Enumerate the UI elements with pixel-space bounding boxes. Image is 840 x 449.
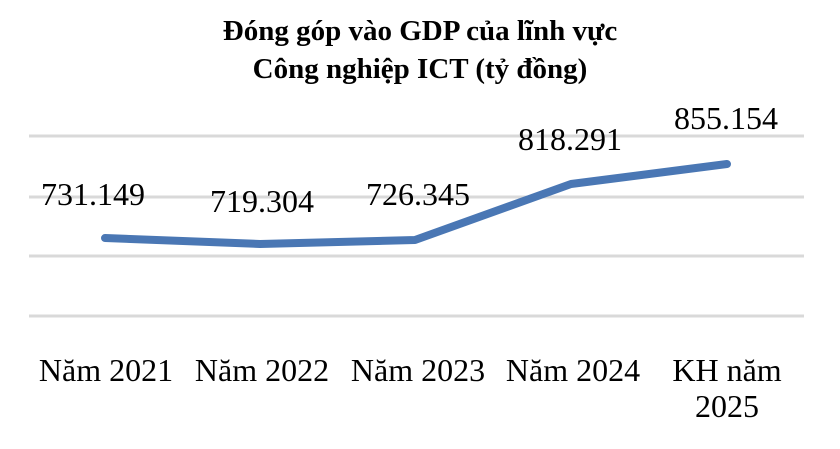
chart-title-line-2: Công nghiệp ICT (tỷ đồng) [252,53,588,85]
data-label: 726.345 [366,176,470,212]
x-axis-label: KH năm 2025 [672,352,782,424]
gridlines [29,134,804,318]
data-label: 855.154 [674,100,778,136]
data-label: 818.291 [518,121,622,157]
x-axis-label: Năm 2024 [505,352,641,388]
x-axis-label: Năm 2021 [38,352,174,388]
series-line [101,160,731,248]
chart-title-line-1: Đóng góp vào GDP của lĩnh vực [222,15,618,47]
data-label: 719.304 [210,183,314,219]
chart-title: Đóng góp vào GDP của lĩnh vực Công nghiệ… [0,12,840,88]
data-label: 731.149 [41,176,145,212]
x-axis-label: Năm 2023 [350,352,486,388]
x-axis-label: Năm 2022 [194,352,330,388]
